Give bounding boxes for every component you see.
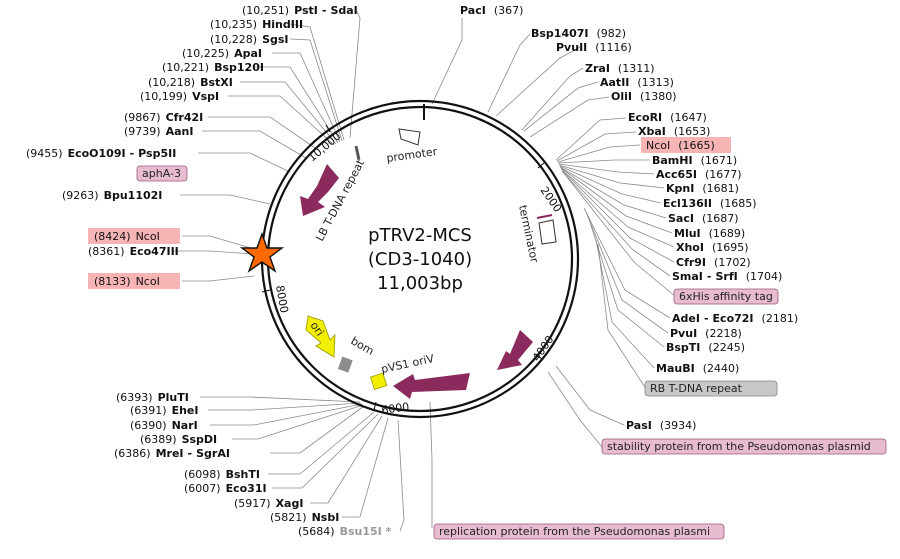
rb-repeat-feature bbox=[497, 330, 533, 370]
site-label[interactable]: (5821) NsbI bbox=[270, 511, 339, 524]
his-tag-label: 6xHis affinity tag bbox=[679, 290, 773, 303]
site-label[interactable]: PvuII (1116) bbox=[556, 41, 632, 54]
sites-top-left: (10,251) PstI - SdaI (10,235) HindIII (10,22… bbox=[26, 4, 358, 202]
apha3-label: aphA-3 bbox=[142, 167, 181, 180]
site-label[interactable]: SmaI - SrfI (1704) bbox=[672, 270, 782, 283]
apha3-tag[interactable]: aphA-3 bbox=[136, 165, 188, 182]
stability-label: stability protein from the Pseudomonas p… bbox=[607, 440, 871, 453]
sites-left: (8424) NcoI (8361) Eco47III (8133) NcoI bbox=[88, 228, 180, 289]
bom-feature: bom bbox=[337, 334, 377, 373]
plasmid-subtitle: (CD3-1040) bbox=[368, 249, 472, 270]
site-label[interactable]: EcoRI (1647) bbox=[628, 111, 707, 124]
site-label[interactable]: NcoI (1665) bbox=[646, 139, 715, 152]
site-label[interactable]: PvuI (2218) bbox=[670, 327, 742, 340]
site-label[interactable]: (10,228) SgsI bbox=[210, 33, 289, 46]
site-label[interactable]: Acc65I (1677) bbox=[656, 168, 742, 181]
site-label[interactable]: XhoI (1695) bbox=[676, 241, 749, 254]
replication-label: replication protein from the Pseudomonas… bbox=[439, 525, 710, 538]
site-label[interactable]: BspTI (2245) bbox=[666, 341, 745, 354]
ncoi-highlight-1665 bbox=[641, 137, 731, 153]
site-label[interactable]: (10,225) ApaI bbox=[182, 47, 262, 60]
site-label[interactable]: (9739) AanI bbox=[124, 125, 193, 138]
sites-right: Bsp1407I (982) PvuII (1116) ZraI (1311) Aat… bbox=[531, 27, 798, 432]
site-label[interactable]: (10,251) PstI - SdaI bbox=[242, 4, 358, 17]
site-label[interactable]: PasI (3934) bbox=[626, 419, 696, 432]
ncoi-highlight-8133 bbox=[88, 273, 180, 289]
site-label[interactable]: (6389) SspDI bbox=[140, 433, 217, 446]
replication-tag[interactable]: replication protein from the Pseudomonas… bbox=[433, 523, 725, 540]
tick-label-6000: 6000 bbox=[381, 400, 411, 417]
plasmid-name: pTRV2-MCS bbox=[368, 225, 472, 246]
site-label[interactable]: MauBI (2440) bbox=[656, 362, 739, 375]
tick-label-8000: 8000 bbox=[273, 284, 291, 314]
site-label[interactable]: (5917) XagI bbox=[234, 497, 303, 510]
site-label[interactable]: (6386) MreI - SgrAI bbox=[114, 447, 230, 460]
site-label[interactable]: (8361) Eco47III bbox=[88, 245, 179, 258]
site-label[interactable]: BamHI (1671) bbox=[652, 154, 737, 167]
leader-lines bbox=[172, 9, 677, 532]
site-label[interactable]: Cfr9I (1702) bbox=[676, 256, 751, 269]
tick-label-4000: 4000 bbox=[530, 333, 557, 363]
site-label[interactable]: OliI (1380) bbox=[611, 90, 677, 103]
terminator-label: terminator bbox=[516, 204, 541, 264]
ori-feature: ori bbox=[305, 315, 336, 358]
star-marker-icon[interactable] bbox=[239, 231, 285, 273]
site-label[interactable]: (6393) PluTI bbox=[116, 391, 189, 404]
site-label[interactable]: (10,199) VspI bbox=[140, 90, 219, 103]
site-label[interactable]: (10,235) HindIII bbox=[210, 18, 303, 31]
site-label[interactable]: Bsp1407I (982) bbox=[531, 27, 626, 40]
sites-bottom-left: (6393) PluTI (6391) EheI (6390) NarI (6389)… bbox=[114, 391, 392, 538]
site-label[interactable]: KpnI (1681) bbox=[666, 182, 739, 195]
promoter-feature: promoter bbox=[386, 128, 439, 165]
site-label[interactable]: PacI (367) bbox=[460, 4, 523, 17]
site-label[interactable]: AdeI - Eco72I (2181) bbox=[672, 312, 798, 325]
site-label[interactable]: (5684) Bsu15I * bbox=[298, 525, 392, 538]
promoter-label: promoter bbox=[386, 145, 439, 165]
rb-repeat-tag[interactable]: RB T-DNA repeat bbox=[644, 380, 778, 397]
site-label[interactable]: (6098) BshTI bbox=[184, 468, 260, 481]
site-label[interactable]: (9263) Bpu1102I bbox=[62, 189, 162, 202]
tick-marks bbox=[261, 124, 545, 411]
site-label[interactable]: MluI (1689) bbox=[674, 227, 745, 240]
rb-repeat-label: RB T-DNA repeat bbox=[650, 382, 743, 395]
site-label[interactable]: (6390) NarI bbox=[130, 419, 198, 432]
site-label[interactable]: (6391) EheI bbox=[130, 404, 198, 417]
lb-repeat-label: LB T-DNA repeat bbox=[313, 157, 367, 244]
site-label[interactable]: (9867) Cfr42I bbox=[124, 111, 203, 124]
ncoi-highlight-8424 bbox=[88, 228, 180, 244]
bom-label: bom bbox=[349, 334, 377, 357]
site-label[interactable]: XbaI (1653) bbox=[638, 125, 710, 138]
site-label[interactable]: (8424) NcoI bbox=[94, 230, 160, 243]
pvs1-label: pVS1 oriV bbox=[380, 352, 436, 376]
site-label[interactable]: Ecl136II (1685) bbox=[663, 197, 757, 210]
site-label[interactable]: (10,221) Bsp120I bbox=[162, 61, 264, 74]
terminator-feature: terminator bbox=[516, 204, 557, 264]
site-label[interactable]: (8133) NcoI bbox=[94, 275, 160, 288]
site-label[interactable]: (6007) Eco31I bbox=[184, 482, 267, 495]
his-tag[interactable]: 6xHis affinity tag bbox=[673, 288, 779, 305]
site-label[interactable]: (10,218) BstXI bbox=[148, 76, 233, 89]
site-label[interactable]: SacI (1687) bbox=[668, 212, 739, 225]
site-label[interactable]: ZraI (1311) bbox=[585, 62, 655, 75]
site-label[interactable]: AatII (1313) bbox=[600, 76, 674, 89]
plasmid-length: 11,003bp bbox=[377, 273, 463, 294]
tick-label-10000: 10,000 bbox=[306, 130, 344, 165]
pvs1-arrow bbox=[393, 373, 470, 399]
lb-repeat-feature: LB T-DNA repeat bbox=[300, 157, 367, 244]
site-label[interactable]: (9455) EcoO109I - Psp5II bbox=[26, 147, 176, 160]
stability-tag[interactable]: stability protein from the Pseudomonas p… bbox=[601, 438, 887, 455]
promoter-small-mark bbox=[354, 145, 361, 161]
